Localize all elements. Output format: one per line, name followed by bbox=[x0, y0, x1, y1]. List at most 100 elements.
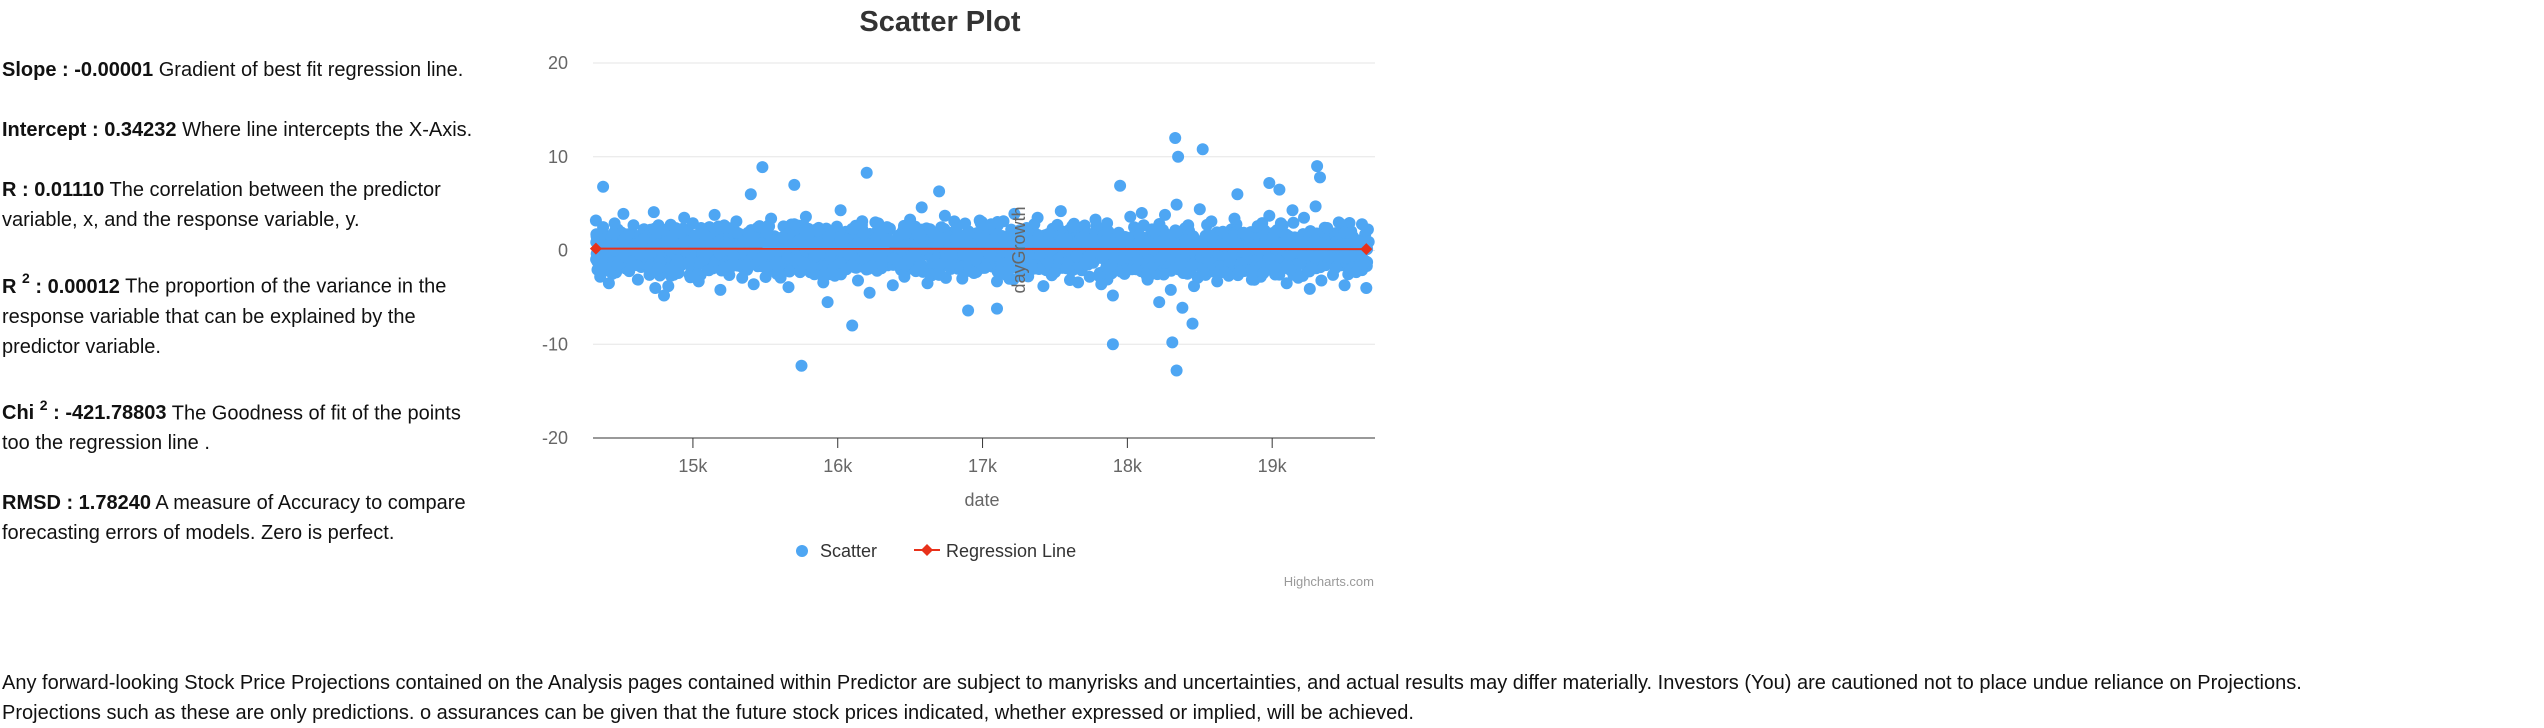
scatter-point[interactable] bbox=[835, 234, 847, 246]
scatter-point[interactable] bbox=[628, 219, 640, 231]
scatter-point[interactable] bbox=[858, 228, 870, 240]
scatter-point[interactable] bbox=[1044, 245, 1056, 257]
legend-item-regression-line[interactable]: Regression Line bbox=[914, 541, 1076, 561]
scatter-point[interactable] bbox=[922, 277, 934, 289]
scatter-point[interactable] bbox=[812, 225, 824, 237]
scatter-point[interactable] bbox=[1119, 268, 1131, 280]
scatter-point[interactable] bbox=[951, 222, 963, 234]
scatter-point[interactable] bbox=[1298, 212, 1310, 224]
scatter-point[interactable] bbox=[754, 220, 766, 232]
scatter-point[interactable] bbox=[1310, 200, 1322, 212]
scatter-point[interactable] bbox=[603, 277, 615, 289]
scatter-point[interactable] bbox=[648, 206, 660, 218]
scatter-point[interactable] bbox=[1356, 218, 1368, 230]
scatter-point[interactable] bbox=[742, 227, 754, 239]
scatter-point[interactable] bbox=[956, 273, 968, 285]
scatter-point[interactable] bbox=[1273, 184, 1285, 196]
scatter-point[interactable] bbox=[1292, 272, 1304, 284]
scatter-point[interactable] bbox=[703, 264, 715, 276]
scatter-point[interactable] bbox=[1303, 265, 1315, 277]
scatter-point[interactable] bbox=[736, 272, 748, 284]
scatter-point[interactable] bbox=[730, 215, 742, 227]
scatter-point[interactable] bbox=[991, 303, 1003, 315]
scatter-point[interactable] bbox=[699, 229, 711, 241]
scatter-point[interactable] bbox=[772, 245, 784, 257]
scatter-point[interactable] bbox=[756, 161, 768, 173]
scatter-point[interactable] bbox=[823, 230, 835, 242]
scatter-point[interactable] bbox=[800, 211, 812, 223]
scatter-point[interactable] bbox=[1200, 269, 1212, 281]
scatter-point[interactable] bbox=[623, 265, 635, 277]
scatter-point[interactable] bbox=[725, 260, 737, 272]
scatter-point[interactable] bbox=[1281, 259, 1293, 271]
scatter-point[interactable] bbox=[968, 267, 980, 279]
scatter-point[interactable] bbox=[835, 204, 847, 216]
scatter-point[interactable] bbox=[1309, 252, 1321, 264]
scatter-point[interactable] bbox=[632, 274, 644, 286]
scatter-point[interactable] bbox=[607, 228, 619, 240]
scatter-point[interactable] bbox=[1263, 210, 1275, 222]
legend-item-scatter[interactable]: Scatter bbox=[796, 541, 877, 561]
scatter-point[interactable] bbox=[709, 209, 721, 221]
scatter-point[interactable] bbox=[887, 279, 899, 291]
scatter-point[interactable] bbox=[916, 201, 928, 213]
scatter-point[interactable] bbox=[826, 246, 838, 258]
scatter-point[interactable] bbox=[1032, 212, 1044, 224]
scatter-points[interactable] bbox=[590, 132, 1375, 377]
scatter-point[interactable] bbox=[1296, 236, 1308, 248]
scatter-point[interactable] bbox=[846, 320, 858, 332]
scatter-point[interactable] bbox=[1100, 235, 1112, 247]
scatter-point[interactable] bbox=[1246, 274, 1258, 286]
scatter-point[interactable] bbox=[971, 251, 983, 263]
scatter-point[interactable] bbox=[1182, 219, 1194, 231]
scatter-point[interactable] bbox=[1055, 205, 1067, 217]
scatter-point[interactable] bbox=[1344, 227, 1356, 239]
scatter-point[interactable] bbox=[894, 258, 906, 270]
scatter-point[interactable] bbox=[609, 217, 621, 229]
scatter-point[interactable] bbox=[1252, 220, 1264, 232]
scatter-point[interactable] bbox=[1130, 263, 1142, 275]
scatter-point[interactable] bbox=[881, 221, 893, 233]
scatter-point[interactable] bbox=[1188, 280, 1200, 292]
scatter-point[interactable] bbox=[766, 235, 778, 247]
scatter-point[interactable] bbox=[1205, 215, 1217, 227]
scatter-point[interactable] bbox=[822, 296, 834, 308]
scatter-point[interactable] bbox=[1107, 290, 1119, 302]
scatter-point[interactable] bbox=[777, 231, 789, 243]
scatter-point[interactable] bbox=[788, 218, 800, 230]
scatter-point[interactable] bbox=[794, 266, 806, 278]
scatter-point[interactable] bbox=[875, 258, 887, 270]
scatter-point[interactable] bbox=[1240, 228, 1252, 240]
scatter-point[interactable] bbox=[1217, 226, 1229, 238]
scatter-point[interactable] bbox=[788, 179, 800, 191]
scatter-point[interactable] bbox=[748, 278, 760, 290]
scatter-point[interactable] bbox=[1101, 217, 1113, 229]
scatter-point[interactable] bbox=[1084, 271, 1096, 283]
scatter-point[interactable] bbox=[1321, 222, 1333, 234]
scatter-point[interactable] bbox=[1170, 245, 1182, 257]
scatter-point[interactable] bbox=[1258, 267, 1270, 279]
scatter-point[interactable] bbox=[1297, 249, 1309, 261]
scatter-point[interactable] bbox=[1090, 214, 1102, 226]
scatter-point[interactable] bbox=[806, 260, 818, 272]
scatter-point[interactable] bbox=[997, 232, 1009, 244]
scatter-point[interactable] bbox=[667, 230, 679, 242]
scatter-point[interactable] bbox=[1061, 262, 1073, 274]
scatter-point[interactable] bbox=[720, 222, 732, 234]
scatter-point[interactable] bbox=[796, 360, 808, 372]
scatter-point[interactable] bbox=[1124, 211, 1136, 223]
scatter-point[interactable] bbox=[1350, 266, 1362, 278]
scatter-point[interactable] bbox=[1211, 275, 1223, 287]
scatter-point[interactable] bbox=[597, 221, 609, 233]
scatter-point[interactable] bbox=[945, 248, 957, 260]
scatter-point[interactable] bbox=[771, 268, 783, 280]
scatter-point[interactable] bbox=[1339, 279, 1351, 291]
scatter-point[interactable] bbox=[1136, 207, 1148, 219]
scatter-point[interactable] bbox=[1229, 213, 1241, 225]
scatter-point[interactable] bbox=[962, 305, 974, 317]
scatter-point[interactable] bbox=[864, 287, 876, 299]
scatter-point[interactable] bbox=[1309, 234, 1321, 246]
scatter-point[interactable] bbox=[1078, 230, 1090, 242]
scatter-point[interactable] bbox=[910, 265, 922, 277]
scatter-point[interactable] bbox=[893, 230, 905, 242]
